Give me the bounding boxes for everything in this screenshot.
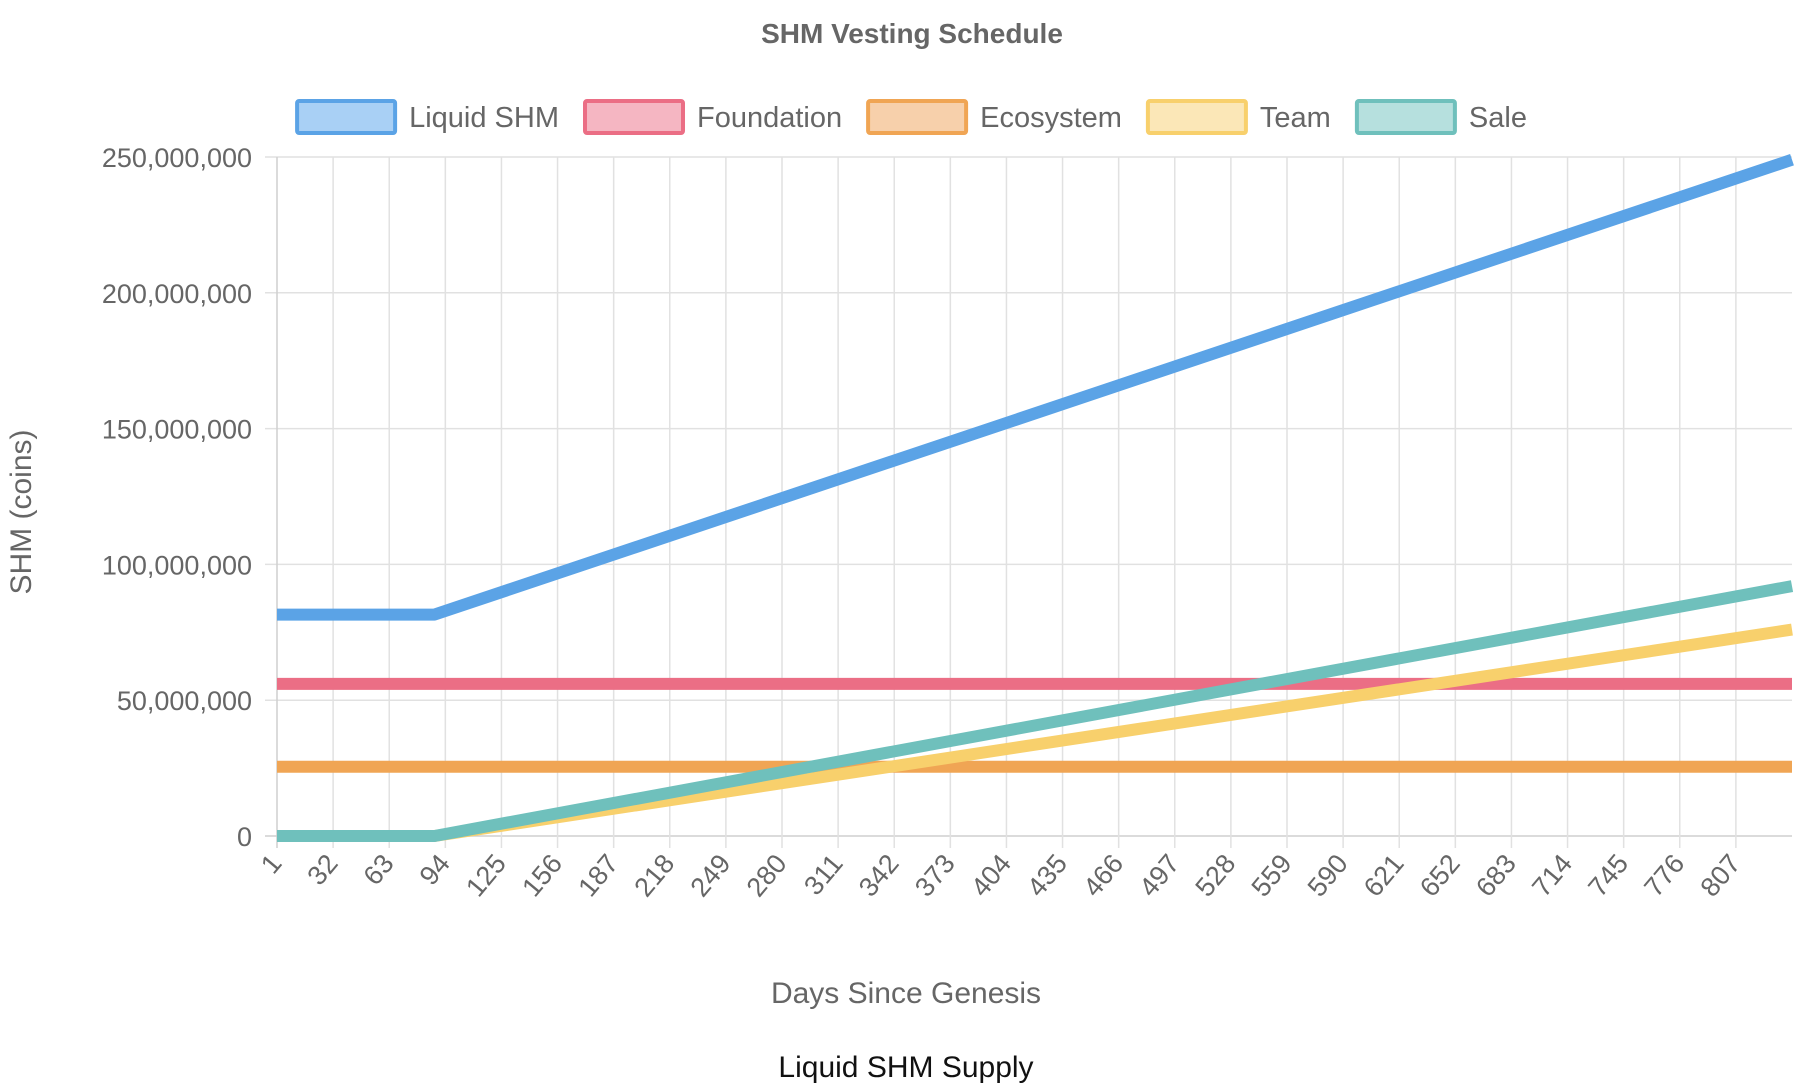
series-lines	[277, 154, 1794, 842]
x-tick-label: 63	[358, 849, 400, 891]
legend-swatch	[866, 99, 969, 135]
y-tick-label: 200,000,000	[102, 279, 252, 309]
x-tick-label: 497	[1133, 849, 1185, 903]
legend-swatch	[1354, 99, 1457, 135]
legend-label: Ecosystem	[980, 102, 1122, 134]
series-line-team	[277, 623, 1793, 842]
x-tick-label: 218	[628, 849, 680, 903]
x-tick-label: 187	[572, 849, 624, 903]
x-tick-label: 714	[1526, 849, 1578, 903]
x-tick-label: 683	[1470, 849, 1522, 903]
chart-title: SHM Vesting Schedule	[761, 18, 1063, 49]
y-tick-label: 100,000,000	[102, 550, 252, 580]
y-tick-label: 0	[237, 822, 252, 852]
legend-label: Liquid SHM	[409, 102, 559, 134]
x-tick-label: 528	[1190, 849, 1242, 903]
x-tick-label: 559	[1246, 849, 1298, 903]
legend-label: Foundation	[697, 102, 842, 134]
legend-swatch	[583, 99, 685, 135]
x-tick-label: 156	[516, 849, 568, 903]
x-tick-label: 32	[301, 849, 343, 891]
x-tick-label: 404	[965, 849, 1017, 903]
x-axis-title: Days Since Genesis	[771, 977, 1041, 1010]
legend-label: Sale	[1469, 102, 1527, 134]
y-axis-title: SHM (coins)	[5, 429, 38, 594]
legend-item-team: Team	[1145, 99, 1331, 135]
x-tick-label: 621	[1358, 849, 1410, 903]
y-tick-label: 150,000,000	[102, 415, 252, 445]
x-tick-label: 807	[1695, 849, 1747, 903]
legend-item-foundation: Foundation	[583, 99, 842, 135]
chart-caption: Liquid SHM Supply	[778, 1051, 1033, 1084]
legend-swatch	[1145, 99, 1248, 135]
legend: Liquid SHM Foundation Ecosystem Team Sale	[295, 99, 1527, 135]
x-tick-label: 249	[685, 849, 737, 903]
grid	[265, 156, 1792, 848]
x-tick-label: 745	[1582, 849, 1634, 903]
x-tick-label: 1	[255, 849, 288, 880]
legend-swatch	[295, 99, 398, 135]
legend-label: Team	[1260, 102, 1331, 134]
x-tick-label: 342	[853, 849, 905, 903]
y-axis-ticks: 0 50,000,000 100,000,000 150,000,000 200,000…	[102, 143, 252, 852]
series-line-sale	[277, 580, 1794, 842]
y-tick-label: 250,000,000	[102, 143, 252, 173]
x-axis-ticks: 1 32 63 94 125 156 187 218 249 280 311 342 373 404 435…	[255, 849, 1747, 903]
x-tick-label: 94	[414, 849, 456, 891]
x-tick-label: 125	[460, 849, 512, 903]
legend-item-ecosystem: Ecosystem	[866, 99, 1122, 135]
x-tick-label: 590	[1302, 849, 1354, 903]
legend-item-sale: Sale	[1354, 99, 1527, 135]
x-tick-label: 311	[798, 849, 849, 901]
x-tick-label: 373	[909, 849, 961, 903]
legend-item-liquid-shm: Liquid SHM	[295, 99, 559, 135]
y-tick-label: 50,000,000	[117, 686, 252, 716]
x-tick-label: 466	[1077, 849, 1129, 903]
x-tick-label: 776	[1638, 849, 1690, 903]
series-line-liquid-shm	[277, 154, 1794, 621]
x-tick-label: 280	[741, 849, 793, 903]
x-tick-label: 652	[1414, 849, 1466, 903]
x-tick-label: 435	[1021, 849, 1073, 903]
